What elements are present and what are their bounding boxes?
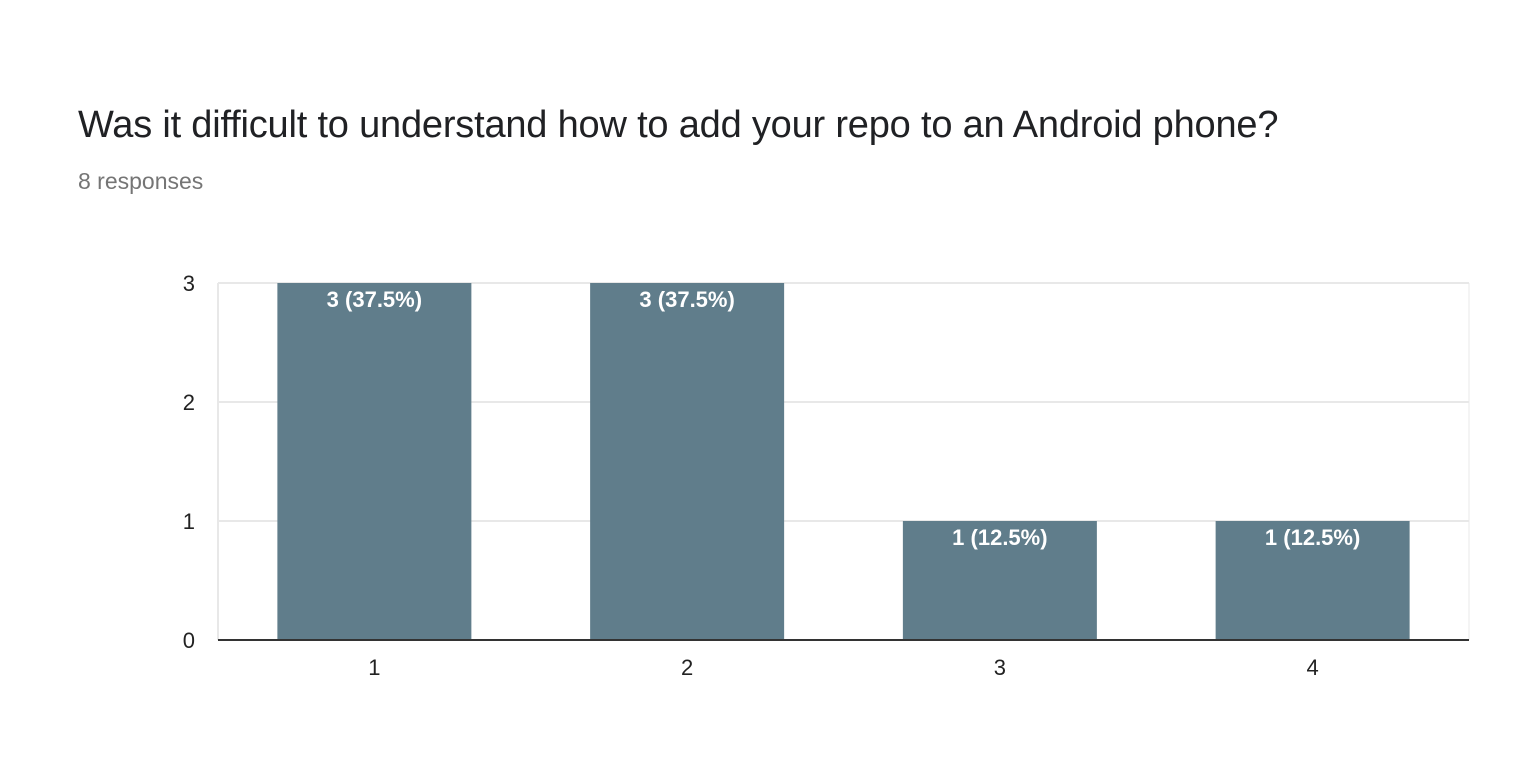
question-title: Was it difficult to understand how to ad… [78,104,1279,146]
bar-data-label-3: 1 (12.5%) [952,525,1047,550]
x-tick-label-4: 4 [1307,655,1319,680]
x-tick-label-2: 2 [681,655,693,680]
x-tick-label-3: 3 [994,655,1006,680]
bars [277,283,1410,640]
bar-2 [590,283,785,640]
bar-data-labels: 3 (37.5%) 3 (37.5%) 1 (12.5%) 1 (12.5%) [327,287,1361,550]
y-tick-label-1: 1 [183,509,195,534]
bar-data-label-4: 1 (12.5%) [1265,525,1360,550]
y-tick-label-2: 2 [183,390,195,415]
x-tick-label-1: 1 [368,655,380,680]
bar-data-label-1: 3 (37.5%) [327,287,422,312]
bar-data-label-2: 3 (37.5%) [639,287,734,312]
bar-1 [277,283,472,640]
y-tick-label-0: 0 [183,628,195,653]
axes: 0 1 2 3 1 2 3 4 [183,271,1469,680]
response-count: 8 responses [78,168,204,194]
bar-4 [1215,521,1410,640]
y-tick-label-3: 3 [183,271,195,296]
bar-3 [902,521,1097,640]
